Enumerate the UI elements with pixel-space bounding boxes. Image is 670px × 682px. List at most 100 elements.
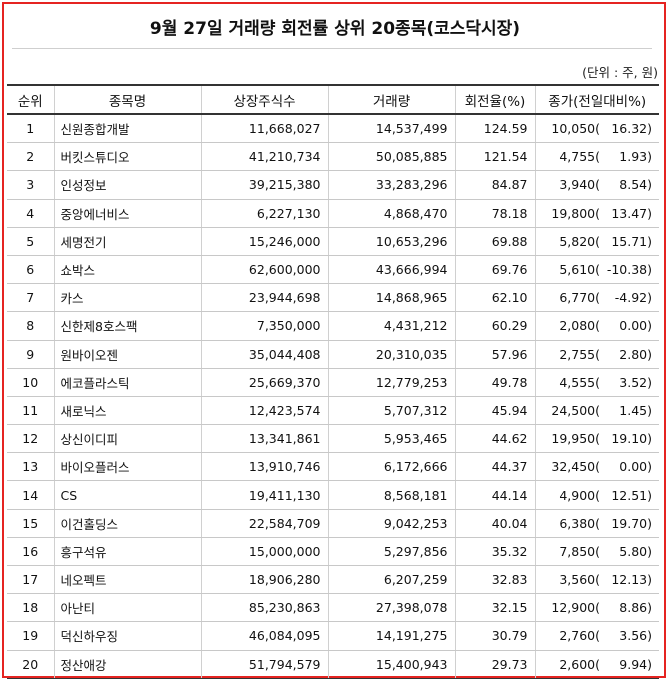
rank-cell: 8 [7,311,54,341]
table-row: 4 중앙에너비스 6,227,130 4,868,470 78.18 19,800(13.… [7,199,659,228]
volume-cell: 5,297,856 [327,537,455,567]
closing-price-cell: 3,940(8.54) [534,170,659,200]
rank-cell: 12 [7,424,54,454]
closing-price: 4,555( [559,374,600,390]
closing-price: 6,380( [559,515,600,531]
col-header-price: 종가(전일대비%) [534,84,659,115]
listed-shares-cell: 41,210,734 [200,142,328,172]
turnover-cell: 84.87 [454,170,535,200]
table-row: 20 정산애강 51,794,579 15,400,943 29.73 2,600(9.9… [7,650,659,679]
closing-price-cell: 6,770(-4.92) [534,283,659,313]
rank-cell: 20 [7,650,54,679]
price-change-percent: 16.32) [611,121,652,137]
ranking-table: 순위 종목명 상장주식수 거래량 회전율(%) 종가(전일대비%) 1 신원종합개… [7,84,659,679]
listed-shares-cell: 7,350,000 [200,311,328,341]
stock-name-cell: CS [53,480,201,510]
listed-shares-cell: 11,668,027 [200,114,328,144]
stock-name-cell: 아난티 [53,593,201,623]
closing-price: 4,900( [559,487,600,503]
closing-price-cell: 6,380(19.70) [534,509,659,538]
title-divider [12,48,652,49]
price-change-percent: 2.80) [619,346,652,362]
rank-cell: 11 [7,396,54,426]
volume-cell: 15,400,943 [327,650,455,679]
price-change-percent: -10.38) [606,262,652,278]
closing-price: 32,450( [551,459,600,475]
stock-name-cell: 인성정보 [53,170,201,200]
listed-shares-cell: 12,423,574 [200,396,328,426]
price-change-percent: 9.94) [619,656,652,672]
closing-price: 5,610( [559,262,600,278]
price-change-percent: 8.86) [619,600,652,616]
rank-cell: 19 [7,621,54,651]
listed-shares-cell: 15,000,000 [200,537,328,567]
listed-shares-cell: 13,341,861 [200,424,328,454]
price-change-percent: 0.00) [619,318,652,334]
table-row: 17 네오펙트 18,906,280 6,207,259 32.83 3,560(12.1… [7,565,659,595]
listed-shares-cell: 35,044,408 [200,340,328,369]
closing-price-cell: 2,080(0.00) [534,311,659,341]
price-change-percent: 8.54) [619,177,652,193]
closing-price: 19,950( [551,431,600,447]
closing-price-cell: 2,600(9.94) [534,650,659,679]
volume-cell: 33,283,296 [327,170,455,200]
table-row: 13 바이오플러스 13,910,746 6,172,666 44.37 32,450(0… [7,452,659,482]
turnover-cell: 35.32 [454,537,535,567]
turnover-cell: 49.78 [454,368,535,397]
turnover-cell: 69.88 [454,227,535,256]
listed-shares-cell: 18,906,280 [200,565,328,595]
turnover-cell: 69.76 [454,255,535,285]
turnover-cell: 30.79 [454,621,535,651]
price-change-percent: 13.47) [611,205,652,221]
closing-price-cell: 5,610( -10.38) [534,255,659,285]
volume-cell: 6,172,666 [327,452,455,482]
table-row: 14 CS 19,411,130 8,568,181 44.14 4,900(12.51) [7,480,659,510]
stock-name-cell: 신원종합개발 [53,114,201,144]
closing-price-cell: 7,850(5.80) [534,537,659,567]
turnover-cell: 32.15 [454,593,535,623]
volume-cell: 5,953,465 [327,424,455,454]
rank-cell: 10 [7,368,54,397]
volume-cell: 20,310,035 [327,340,455,369]
volume-cell: 4,431,212 [327,311,455,341]
stock-name-cell: 버킷스튜디오 [53,142,201,172]
volume-cell: 14,868,965 [327,283,455,313]
unit-note: (단위 : 주, 원) [582,65,658,80]
table-row: 11 새로닉스 12,423,574 5,707,312 45.94 24,500(1.4… [7,396,659,426]
closing-price: 2,755( [559,346,600,362]
stock-name-cell: 덕신하우징 [53,621,201,651]
stock-name-cell: 상신이디피 [53,424,201,454]
price-change-percent: 5.80) [619,543,652,559]
closing-price-cell: 4,755(1.93) [534,142,659,172]
rank-cell: 13 [7,452,54,482]
price-change-percent: 1.45) [619,402,652,418]
price-change-percent: 3.52) [619,374,652,390]
volume-cell: 8,568,181 [327,480,455,510]
rank-cell: 3 [7,170,54,200]
volume-cell: 12,779,253 [327,368,455,397]
turnover-cell: 29.73 [454,650,535,679]
volume-cell: 43,666,994 [327,255,455,285]
table-row: 18 아난티 85,230,863 27,398,078 32.15 12,900(8.8… [7,593,659,623]
volume-cell: 10,653,296 [327,227,455,256]
rank-cell: 7 [7,283,54,313]
listed-shares-cell: 6,227,130 [200,199,328,228]
table-row: 9 원바이오젠 35,044,408 20,310,035 57.96 2,755(2.8… [7,340,659,369]
closing-price-cell: 12,900( 8.86) [534,593,659,623]
closing-price-cell: 24,500( 1.45) [534,396,659,426]
turnover-cell: 124.59 [454,114,535,144]
listed-shares-cell: 23,944,698 [200,283,328,313]
table-row: 10 에코플라스틱 25,669,370 12,779,253 49.78 4,555(3… [7,368,659,397]
closing-price: 6,770( [559,290,600,306]
price-change-percent: 19.10) [611,431,652,447]
closing-price: 12,900( [551,600,600,616]
table-header-row: 순위 종목명 상장주식수 거래량 회전율(%) 종가(전일대비%) [7,84,659,115]
closing-price: 2,760( [559,628,600,644]
closing-price: 24,500( [551,402,600,418]
turnover-cell: 45.94 [454,396,535,426]
col-header-rank: 순위 [7,84,54,115]
rank-cell: 14 [7,480,54,510]
turnover-cell: 40.04 [454,509,535,538]
listed-shares-cell: 46,084,095 [200,621,328,651]
rank-cell: 2 [7,142,54,172]
